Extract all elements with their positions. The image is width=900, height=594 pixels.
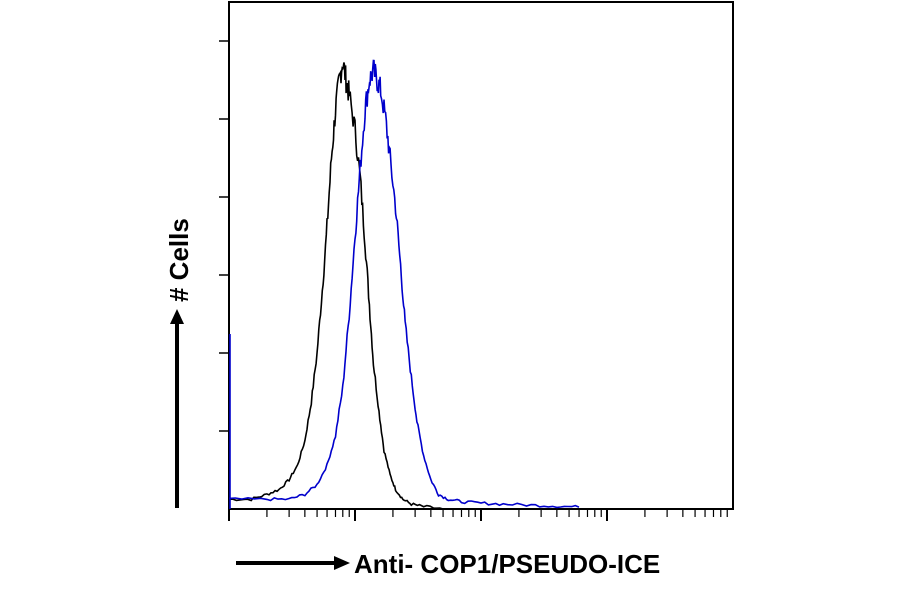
control-histogram-line [228, 62, 444, 510]
y-axis-arrow-head [170, 309, 184, 324]
y-axis-label: # Cells [164, 218, 194, 302]
x-axis-ticks [228, 509, 728, 521]
plot-frame [228, 1, 734, 510]
x-axis-label: Anti- COP1/PSEUDO-ICE [354, 549, 660, 579]
x-axis-arrow-head [334, 556, 350, 570]
series-layer [228, 59, 580, 510]
antibody-histogram-line [228, 59, 580, 509]
y-axis-ticks [219, 40, 229, 432]
